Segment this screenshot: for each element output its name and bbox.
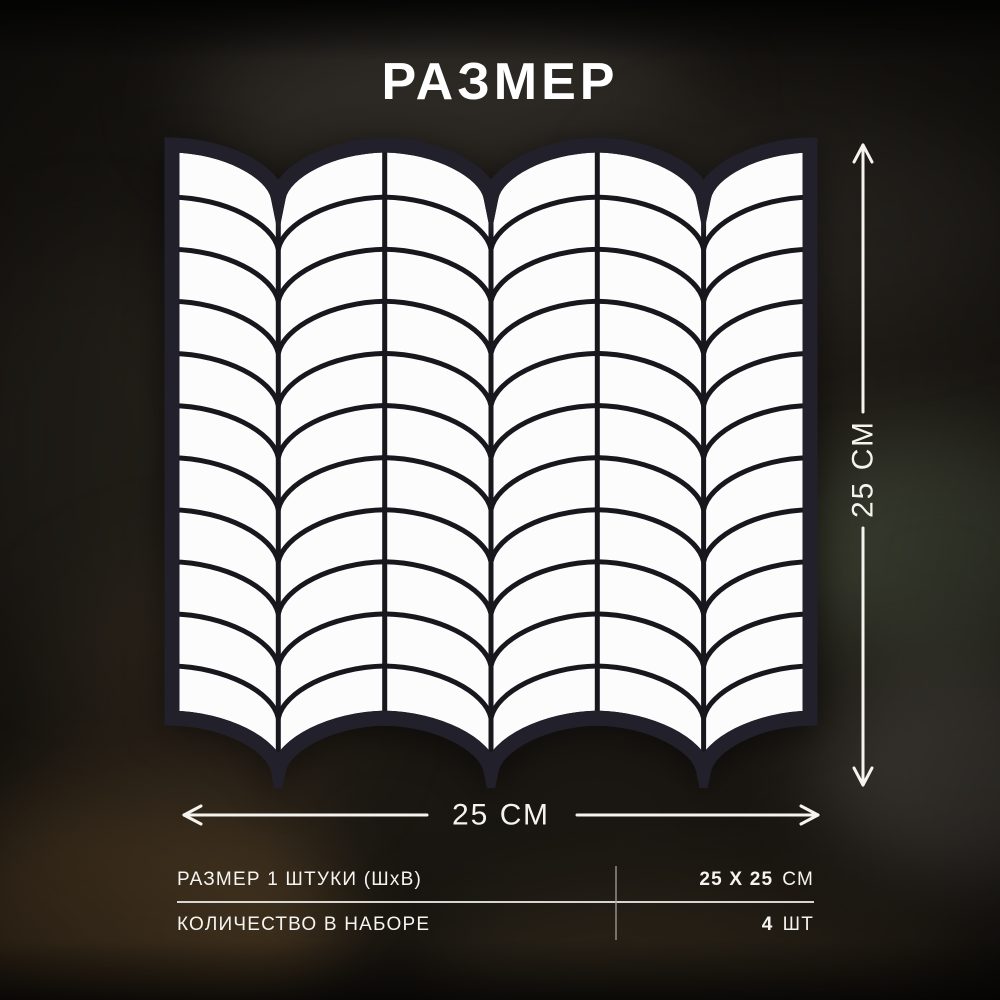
spec-value-number: 25 X 25: [699, 868, 774, 890]
height-dimension-label: 25 СМ: [847, 420, 880, 518]
arrowhead-right-icon: [799, 804, 820, 826]
leaf-mosaic-tile-image: [164, 137, 818, 788]
table-vertical-divider: [615, 866, 617, 940]
spec-value-unit: СМ: [782, 868, 814, 890]
width-dimension-arrow: 25 СМ: [182, 799, 820, 832]
spec-value-unit: ШТ: [782, 913, 814, 935]
spec-row-size: РАЗМЕР 1 ШТУКИ (ШхВ) 25 X 25 СМ: [177, 858, 814, 901]
arrowhead-down-icon: [852, 766, 874, 787]
height-dimension-arrow: 25 СМ: [847, 143, 880, 787]
spec-value-number: 4: [761, 913, 774, 935]
width-dimension-label: 25 СМ: [452, 799, 550, 832]
spec-table: РАЗМЕР 1 ШТУКИ (ШхВ) 25 X 25 СМ КОЛИЧЕСТВ…: [177, 858, 814, 946]
page-title: РАЗМЕР: [381, 53, 619, 111]
spec-label: РАЗМЕР 1 ШТУКИ (ШхВ): [177, 868, 422, 890]
spec-value: 25 X 25 СМ: [699, 869, 814, 891]
spec-row-quantity: КОЛИЧЕСТВО В НАБОРЕ 4 ШТ: [177, 903, 814, 946]
table-divider-line: [177, 901, 814, 903]
spec-label: КОЛИЧЕСТВО В НАБОРЕ: [177, 913, 431, 935]
spec-value: 4 ШТ: [762, 914, 814, 936]
